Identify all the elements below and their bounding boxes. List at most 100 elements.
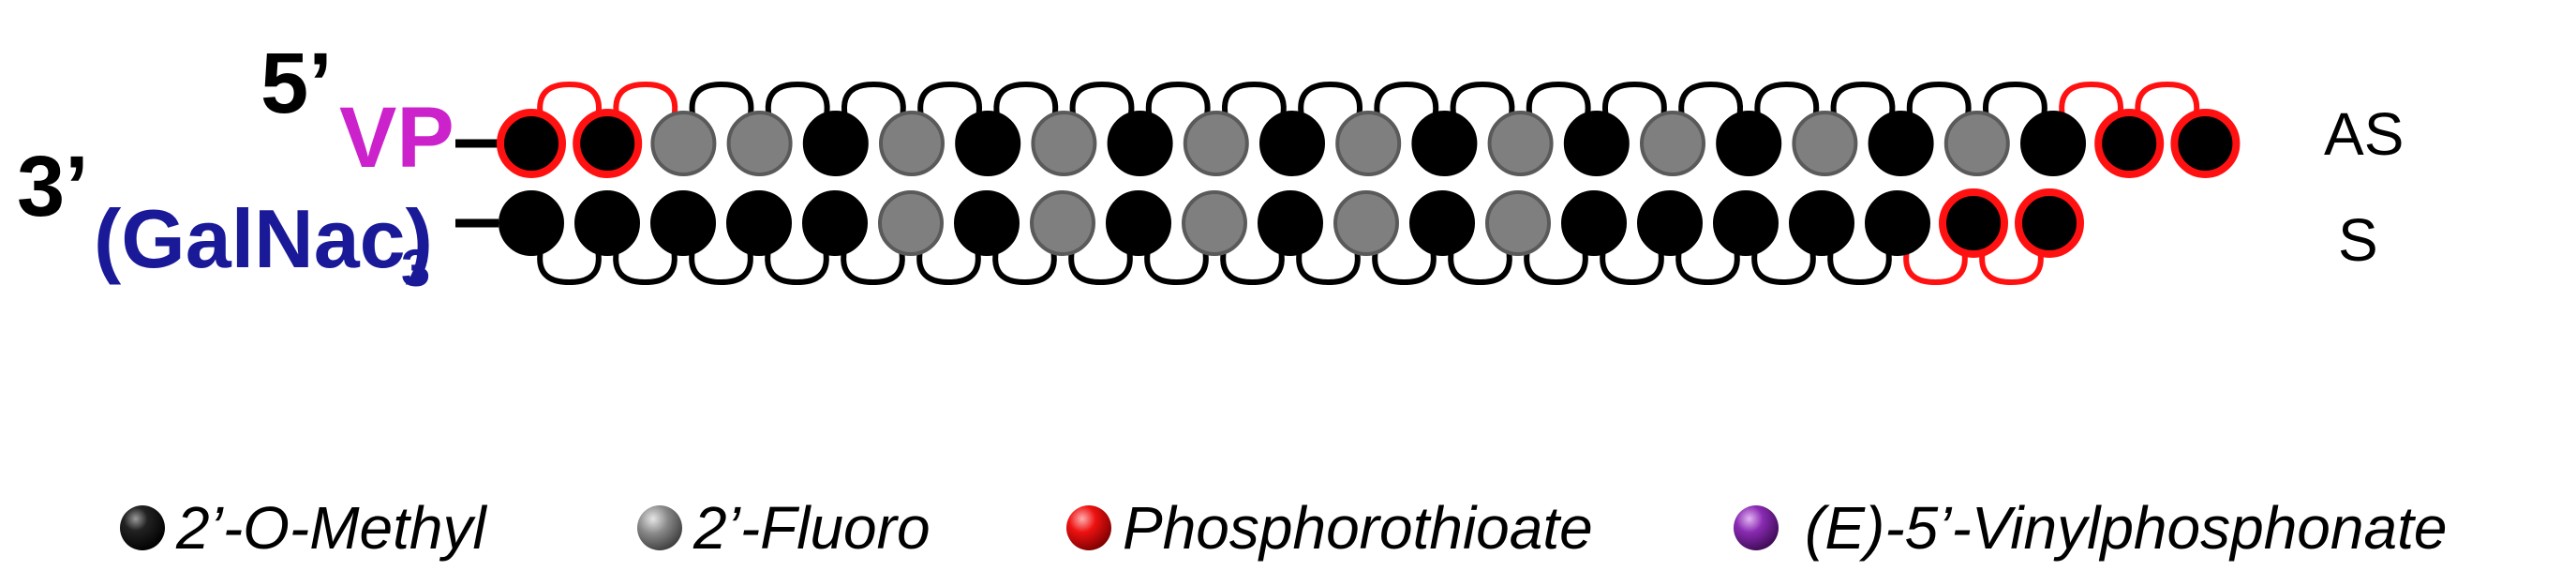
galnac-label: (GalNac) xyxy=(94,192,433,285)
five-prime-label: 5’ xyxy=(261,36,333,131)
omethyl-nucleotide xyxy=(1865,190,1930,256)
omethyl-nucleotide xyxy=(1107,111,1173,176)
omethyl-nucleotide xyxy=(1409,190,1475,256)
fluoro-nucleotide xyxy=(650,111,717,176)
phosphodiester-linkage xyxy=(1222,81,1287,119)
phosphodiester-linkage xyxy=(1069,81,1135,119)
phosphodiester-linkage xyxy=(1524,248,1588,286)
phosphorothioate-linkage xyxy=(2059,81,2123,119)
omethyl-nucleotide xyxy=(726,190,792,256)
omethyl-nucleotide xyxy=(574,190,640,256)
omethyl-nucleotide xyxy=(573,109,643,178)
fluoro-nucleotide xyxy=(879,111,945,176)
fluoro-nucleotide xyxy=(1792,111,1858,176)
phosphodiester-linkage xyxy=(1678,81,1743,119)
fluoro-nucleotide xyxy=(1182,190,1247,256)
phosphodiester-linkage xyxy=(1526,81,1591,119)
phosphorothioate-linkage xyxy=(537,81,602,119)
phosphodiester-linkage xyxy=(1450,81,1515,119)
phosphodiester-linkage xyxy=(993,81,1059,119)
omethyl-nucleotide xyxy=(2015,188,2084,258)
phosphodiester-linkage xyxy=(1830,81,1896,119)
omethyl-nucleotide xyxy=(1259,111,1325,176)
fluoro-nucleotide xyxy=(1183,111,1249,176)
omethyl-nucleotide xyxy=(1258,190,1323,256)
omethyl-nucleotide xyxy=(2094,109,2165,178)
phosphorothioate-linkage xyxy=(1903,248,1968,286)
phosphodiester-linkage xyxy=(1296,248,1361,286)
phosphodiester-linkage xyxy=(1754,81,1820,119)
sense-strand-label: S xyxy=(2338,206,2378,274)
legend: 2’-O-Methyl 2’-Fluoro Phosphorothioate (… xyxy=(120,494,2447,562)
fluoro-nucleotide xyxy=(878,190,944,256)
omethyl-nucleotide xyxy=(1411,111,1478,176)
fluoro-nucleotide xyxy=(1333,190,1399,256)
omethyl-nucleotide xyxy=(1637,190,1703,256)
omethyl-nucleotide xyxy=(1868,111,1934,176)
phosphodiester-linkage xyxy=(1372,248,1437,286)
omethyl-nucleotide xyxy=(1561,190,1627,256)
phosphodiester-linkage xyxy=(1675,248,1740,286)
omethyl-nucleotide xyxy=(497,109,566,178)
antisense-backbone xyxy=(537,81,2200,119)
antisense-strand xyxy=(497,109,2241,178)
phosphodiester-linkage xyxy=(1220,248,1285,286)
omethyl-nucleotide xyxy=(954,190,1020,256)
phosphodiester-linkage xyxy=(1751,248,1816,286)
sense-strand xyxy=(499,188,2084,258)
phosphodiester-linkage xyxy=(1374,81,1439,119)
fluoro-nucleotide xyxy=(1031,111,1097,176)
phosphodiester-linkage xyxy=(1145,81,1211,119)
phosphorothioate-linkage xyxy=(2135,81,2200,119)
phosphodiester-linkage xyxy=(841,248,905,286)
omethyl-nucleotide xyxy=(2020,111,2086,176)
phosphodiester-linkage xyxy=(1600,248,1664,286)
omethyl-nucleotide xyxy=(499,190,564,256)
purple-sphere-icon xyxy=(1734,505,1779,550)
omethyl-nucleotide xyxy=(1563,111,1630,176)
fluoro-nucleotide xyxy=(1485,190,1551,256)
phosphodiester-linkage xyxy=(537,248,602,286)
omethyl-nucleotide xyxy=(955,111,1021,176)
phosphorothioate-linkage xyxy=(613,81,678,119)
fluoro-nucleotide xyxy=(1487,111,1554,176)
phosphodiester-linkage xyxy=(992,248,1057,286)
phosphodiester-linkage xyxy=(1144,248,1209,286)
omethyl-nucleotide xyxy=(1106,190,1171,256)
sense-backbone xyxy=(537,248,2044,286)
omethyl-nucleotide xyxy=(650,190,716,256)
omethyl-nucleotide xyxy=(1789,190,1854,256)
phosphodiester-linkage xyxy=(1906,81,1972,119)
phosphodiester-linkage xyxy=(689,248,753,286)
phosphodiester-linkage xyxy=(689,81,754,119)
phosphodiester-linkage xyxy=(841,81,906,119)
omethyl-nucleotide xyxy=(2170,109,2241,178)
omethyl-nucleotide xyxy=(1939,188,2008,258)
phosphorothioate-linkage xyxy=(1979,248,2044,286)
phosphodiester-linkage xyxy=(1298,81,1362,119)
phosphodiester-linkage xyxy=(1983,81,2047,119)
legend-vinyl-label: (E)-5’-Vinylphosphonate xyxy=(1805,494,2447,562)
phosphodiester-linkage xyxy=(916,248,981,286)
fluoro-nucleotide xyxy=(1335,111,1402,176)
legend-omethyl-label: 2’-O-Methyl xyxy=(175,494,488,562)
legend-ps-label: Phosphorothioate xyxy=(1123,494,1593,562)
omethyl-nucleotide xyxy=(1713,190,1779,256)
phosphodiester-linkage xyxy=(613,248,678,286)
phosphodiester-linkage xyxy=(1068,248,1133,286)
fluoro-nucleotide xyxy=(726,111,793,176)
phosphodiester-linkage xyxy=(765,81,830,119)
phosphodiester-linkage xyxy=(765,248,829,286)
fluoro-nucleotide xyxy=(1943,111,2010,176)
antisense-strand-label: AS xyxy=(2324,100,2404,168)
omethyl-nucleotide xyxy=(802,111,869,176)
legend-fluoro-label: 2’-Fluoro xyxy=(692,494,931,562)
phosphodiester-linkage xyxy=(1827,248,1892,286)
omethyl-nucleotide xyxy=(802,190,868,256)
phosphodiester-linkage xyxy=(917,81,982,119)
vp-label: VP xyxy=(339,90,454,186)
omethyl-nucleotide xyxy=(1716,111,1782,176)
phosphodiester-linkage xyxy=(1602,81,1667,119)
galnac-subscript: 3 xyxy=(401,238,430,297)
